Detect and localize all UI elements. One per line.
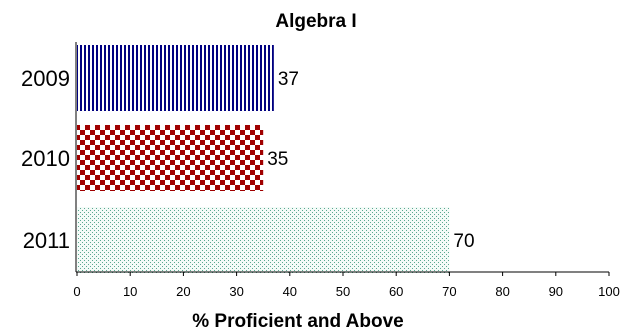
- x-tick-label: 100: [598, 284, 620, 299]
- category-label-2011: 2011: [23, 228, 70, 253]
- x-tick-label: 30: [229, 284, 243, 299]
- x-axis-label: % Proficient and Above: [192, 311, 404, 331]
- x-tick-label: 60: [389, 284, 403, 299]
- bar-2009: [77, 45, 274, 111]
- category-label-2010: 2010: [21, 146, 70, 171]
- value-label-2011: 70: [453, 231, 474, 252]
- value-labels: 37 35 70: [267, 69, 474, 252]
- x-tick-label: 0: [73, 284, 80, 299]
- value-label-2010: 35: [267, 149, 288, 170]
- x-tick-label: 80: [495, 284, 509, 299]
- x-tick-label: 70: [442, 284, 456, 299]
- bar-2010: [77, 125, 264, 191]
- chart-title: Algebra I: [275, 11, 356, 32]
- x-axis-ticks: 0 10 20 30 40 50 60 70 80 90 100: [73, 272, 620, 299]
- x-tick-label: 40: [283, 284, 297, 299]
- x-tick-label: 20: [176, 284, 190, 299]
- bars-group: [77, 45, 450, 273]
- bar-2011: [77, 207, 450, 273]
- category-label-2009: 2009: [21, 66, 70, 91]
- x-tick-label: 90: [549, 284, 563, 299]
- x-tick-label: 10: [123, 284, 137, 299]
- category-labels: 2009 2010 2011: [21, 66, 70, 253]
- x-tick-label: 50: [336, 284, 350, 299]
- value-label-2009: 37: [278, 69, 299, 90]
